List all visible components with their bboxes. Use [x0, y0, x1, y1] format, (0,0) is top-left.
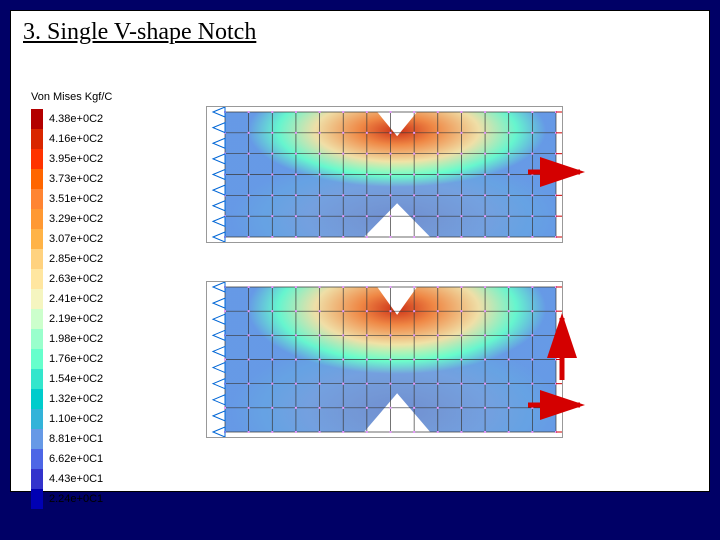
- legend-row: 4.43e+0C1: [31, 469, 156, 489]
- legend-swatch: [31, 149, 43, 169]
- legend-row: 3.95e+0C2: [31, 149, 156, 169]
- legend-label: 8.81e+0C1: [49, 433, 103, 445]
- legend-row: 3.29e+0C2: [31, 209, 156, 229]
- tau-label: τ: [590, 335, 601, 367]
- legend-swatch: [31, 409, 43, 429]
- legend-label: 2.85e+0C2: [49, 253, 103, 265]
- legend-row: 2.63e+0C2: [31, 269, 156, 289]
- slide: 3. Single V-shape Notch Von Mises Kgf/C …: [0, 0, 720, 540]
- legend-label: 1.98e+0C2: [49, 333, 103, 345]
- legend-swatch: [31, 389, 43, 409]
- legend: Von Mises Kgf/C 4.38e+0C2 4.16e+0C2 3.95e+…: [31, 91, 156, 509]
- legend-row: 1.10e+0C2: [31, 409, 156, 429]
- legend-swatch: [31, 189, 43, 209]
- legend-row: 3.51e+0C2: [31, 189, 156, 209]
- legend-swatch: [31, 369, 43, 389]
- slide-title: 3. Single V-shape Notch: [23, 19, 256, 46]
- sigma-label-2: σ: [590, 390, 605, 422]
- legend-row: 3.73e+0C2: [31, 169, 156, 189]
- legend-swatch: [31, 429, 43, 449]
- fem-plot-bottom: [206, 281, 563, 438]
- legend-label: 3.95e+0C2: [49, 153, 103, 165]
- legend-swatch: [31, 469, 43, 489]
- legend-label: 1.32e+0C2: [49, 393, 103, 405]
- legend-swatch: [31, 229, 43, 249]
- legend-row: 1.76e+0C2: [31, 349, 156, 369]
- legend-label: 2.19e+0C2: [49, 313, 103, 325]
- legend-label: 3.51e+0C2: [49, 193, 103, 205]
- legend-swatch: [31, 449, 43, 469]
- legend-swatch: [31, 289, 43, 309]
- legend-row: 2.19e+0C2: [31, 309, 156, 329]
- fem-plot-top: [206, 106, 563, 243]
- legend-swatch: [31, 129, 43, 149]
- legend-row: 8.81e+0C1: [31, 429, 156, 449]
- legend-label: 3.29e+0C2: [49, 213, 103, 225]
- legend-swatch: [31, 249, 43, 269]
- legend-swatch: [31, 169, 43, 189]
- sigma-label-1: σ: [590, 155, 605, 187]
- legend-label: 2.63e+0C2: [49, 273, 103, 285]
- legend-swatch: [31, 269, 43, 289]
- legend-row: 1.54e+0C2: [31, 369, 156, 389]
- legend-row: 2.41e+0C2: [31, 289, 156, 309]
- legend-swatch: [31, 349, 43, 369]
- legend-label: 6.62e+0C1: [49, 453, 103, 465]
- legend-label: 3.73e+0C2: [49, 173, 103, 185]
- legend-swatch: [31, 209, 43, 229]
- legend-row: 4.38e+0C2: [31, 109, 156, 129]
- legend-label: 4.43e+0C1: [49, 473, 103, 485]
- legend-row: 3.07e+0C2: [31, 229, 156, 249]
- legend-label: 3.07e+0C2: [49, 233, 103, 245]
- legend-swatch: [31, 309, 43, 329]
- legend-label: 1.76e+0C2: [49, 353, 103, 365]
- legend-swatch: [31, 109, 43, 129]
- legend-row: 4.16e+0C2: [31, 129, 156, 149]
- legend-row: 2.85e+0C2: [31, 249, 156, 269]
- legend-row: 2.24e+0C1: [31, 489, 156, 509]
- legend-label: 4.38e+0C2: [49, 113, 103, 125]
- legend-label: 2.24e+0C1: [49, 493, 103, 505]
- legend-row: 1.98e+0C2: [31, 329, 156, 349]
- legend-label: 4.16e+0C2: [49, 133, 103, 145]
- legend-swatch: [31, 329, 43, 349]
- legend-row: 1.32e+0C2: [31, 389, 156, 409]
- legend-label: 1.10e+0C2: [49, 413, 103, 425]
- legend-row: 6.62e+0C1: [31, 449, 156, 469]
- legend-title: Von Mises Kgf/C: [31, 91, 156, 103]
- legend-label: 1.54e+0C2: [49, 373, 103, 385]
- legend-label: 2.41e+0C2: [49, 293, 103, 305]
- legend-swatch: [31, 489, 43, 509]
